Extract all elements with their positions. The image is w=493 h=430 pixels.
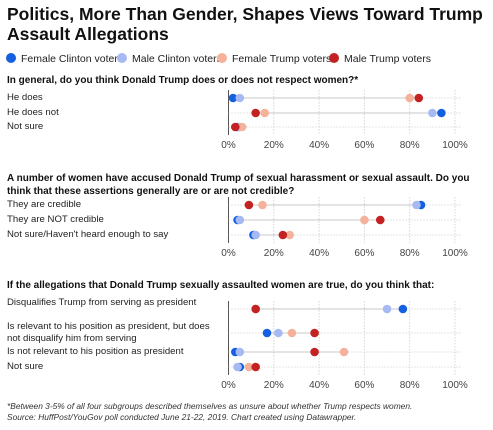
- data-point: [251, 362, 260, 372]
- x-tick-label: 40%: [309, 140, 329, 151]
- x-tick-label: 20%: [264, 140, 284, 151]
- data-point: [237, 122, 247, 132]
- data-point: [274, 328, 283, 338]
- row-label: Is not relevant to his position as presi…: [7, 346, 184, 357]
- dot-plot: 0% 20% 40% 60% 80% 100% 0% 20% 40% 60% 80% 100% 0% 20…: [221, 90, 468, 391]
- data-point: [405, 93, 415, 103]
- data-point: [251, 108, 260, 118]
- data-point: [310, 347, 319, 357]
- row-label: Not sure: [7, 361, 44, 372]
- x-tick-label: 20%: [264, 248, 284, 259]
- data-point: [382, 304, 392, 314]
- data-point: [262, 328, 272, 338]
- data-point: [375, 215, 385, 225]
- x-tick-label: 0%: [221, 380, 236, 391]
- x-tick-label: 0%: [221, 140, 236, 151]
- data-point: [230, 122, 240, 132]
- source-note: Source: HuffPost/YouGov poll conducted J…: [7, 412, 357, 422]
- legend-item: Male Trump voters: [329, 52, 431, 66]
- footnote: *Between 3-5% of all four subgroups desc…: [7, 401, 413, 411]
- x-tick-label: 100%: [442, 380, 468, 391]
- data-point: [437, 108, 446, 118]
- footer: *Between 3-5% of all four subgroups desc…: [7, 401, 491, 423]
- row-label: They are credible: [7, 199, 82, 210]
- row-label: Not sure/Haven't heard enough to say: [7, 229, 169, 240]
- data-point: [339, 347, 349, 357]
- x-tick-label: 60%: [354, 140, 374, 151]
- data-point: [278, 230, 288, 240]
- x-tick-label: 0%: [221, 248, 236, 259]
- data-point: [398, 304, 408, 314]
- row-label: He does: [7, 92, 43, 103]
- question-text: If the allegations that Donald Trump sex…: [7, 280, 435, 291]
- x-tick-label: 60%: [354, 380, 374, 391]
- data-point: [260, 108, 270, 118]
- data-point: [287, 328, 297, 338]
- data-point: [258, 200, 267, 210]
- row-label: Not sure: [7, 121, 44, 132]
- data-point: [244, 200, 254, 210]
- legend-swatch: [217, 53, 227, 63]
- question-text: A number of women have accused Donald Tr…: [7, 173, 470, 197]
- data-point: [233, 362, 242, 372]
- data-point: [428, 108, 437, 118]
- question-text: In general, do you think Donald Trump do…: [7, 75, 359, 86]
- row-label: They are NOT credible: [7, 214, 104, 225]
- x-tick-label: 80%: [400, 380, 420, 391]
- legend-item: Female Trump voters: [217, 52, 331, 66]
- legend-swatch: [6, 53, 16, 63]
- data-point: [235, 347, 245, 357]
- data-point: [251, 304, 260, 314]
- legend-label: Female Clinton voters: [21, 53, 124, 65]
- data-point: [310, 328, 319, 338]
- data-point: [414, 93, 424, 103]
- legend-label: Female Trump voters: [232, 53, 332, 65]
- row-label: Is relevant to his position as president…: [7, 321, 210, 344]
- data-point: [228, 93, 238, 103]
- x-tick-label: 20%: [264, 380, 284, 391]
- x-tick-label: 60%: [354, 248, 374, 259]
- data-point: [244, 362, 254, 372]
- row-label: He does not: [7, 107, 59, 118]
- legend-swatch: [117, 53, 127, 63]
- chart-title: Politics, More Than Gender, Shapes Views…: [7, 4, 483, 44]
- legend-item: Male Clinton voters: [117, 52, 222, 66]
- data-point: [412, 200, 421, 210]
- x-tick-label: 100%: [442, 248, 468, 259]
- legend-label: Male Trump voters: [344, 53, 431, 65]
- data-point: [360, 215, 369, 225]
- x-tick-label: 40%: [309, 248, 329, 259]
- x-tick-label: 80%: [400, 248, 420, 259]
- data-point: [285, 230, 294, 240]
- data-point: [235, 215, 245, 225]
- data-point: [235, 93, 245, 103]
- legend: Female Clinton voters Male Clinton voters…: [6, 52, 491, 66]
- legend-label: Male Clinton voters: [132, 53, 222, 65]
- x-tick-label: 80%: [400, 140, 420, 151]
- x-tick-label: 100%: [442, 140, 468, 151]
- legend-item: Female Clinton voters: [6, 52, 123, 66]
- legend-swatch: [329, 53, 339, 63]
- data-point: [251, 230, 260, 240]
- x-tick-label: 40%: [309, 380, 329, 391]
- row-label: Disqualifies Trump from serving as presi…: [7, 297, 197, 308]
